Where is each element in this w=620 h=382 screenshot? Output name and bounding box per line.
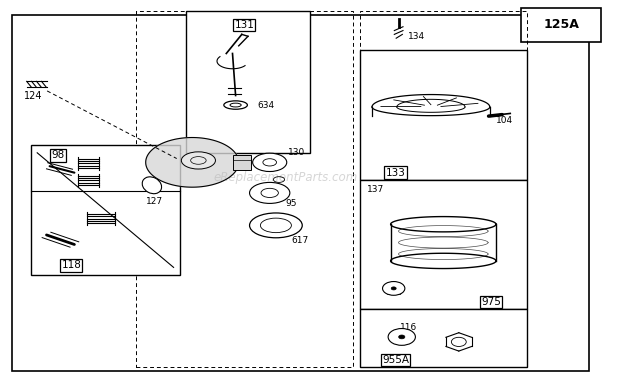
Ellipse shape — [142, 177, 162, 194]
Text: 125A: 125A — [543, 18, 579, 31]
Text: 955A: 955A — [382, 355, 409, 365]
Ellipse shape — [249, 213, 303, 238]
Text: 617: 617 — [291, 236, 309, 245]
Bar — [186, 11, 310, 153]
Bar — [521, 8, 601, 42]
Ellipse shape — [253, 153, 286, 172]
Text: 98: 98 — [51, 151, 64, 160]
Text: 116: 116 — [400, 323, 417, 332]
Text: 95: 95 — [285, 199, 297, 208]
Text: 116: 116 — [386, 288, 404, 297]
Ellipse shape — [249, 183, 290, 203]
Ellipse shape — [224, 101, 247, 109]
Text: 131: 131 — [234, 20, 254, 30]
Text: 133: 133 — [386, 168, 405, 178]
Circle shape — [388, 329, 415, 345]
Text: 124: 124 — [24, 91, 42, 100]
Bar — [136, 11, 353, 367]
Text: 127: 127 — [146, 197, 163, 206]
Text: 134: 134 — [408, 32, 425, 41]
Bar — [360, 309, 527, 367]
Bar — [232, 155, 251, 170]
Circle shape — [391, 287, 396, 290]
Ellipse shape — [181, 152, 216, 169]
Text: 975: 975 — [481, 297, 501, 307]
Text: 634: 634 — [257, 100, 275, 110]
Text: 130: 130 — [288, 148, 306, 157]
Text: 118: 118 — [61, 261, 81, 270]
Bar — [360, 50, 527, 180]
Polygon shape — [146, 138, 239, 187]
Bar — [31, 145, 180, 275]
Text: eReplacementParts.com: eReplacementParts.com — [213, 171, 357, 184]
Circle shape — [383, 282, 405, 295]
Bar — [360, 180, 527, 309]
Text: 104: 104 — [496, 116, 513, 125]
Circle shape — [399, 335, 405, 339]
Text: 137: 137 — [367, 185, 384, 194]
Bar — [360, 11, 527, 367]
